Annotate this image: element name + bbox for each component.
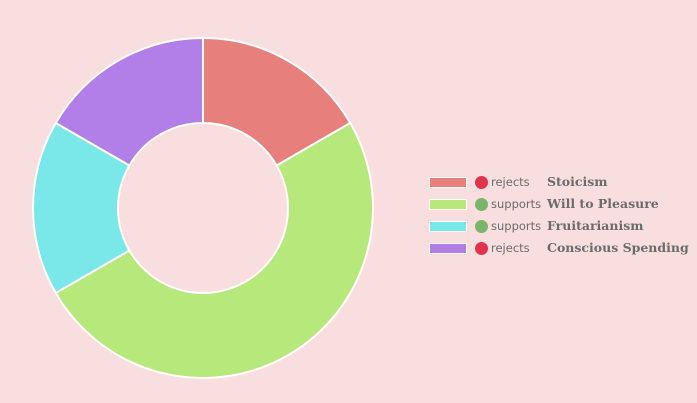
legend-item[interactable]: rejects Conscious Spending (429, 239, 695, 261)
legend-stance: supports (491, 219, 542, 233)
legend-swatch (429, 177, 467, 188)
donut-slice[interactable] (32, 121, 131, 295)
legend-swatch (429, 243, 467, 254)
legend-label: Conscious Spending (547, 240, 689, 255)
legend-swatch (429, 221, 467, 232)
chart-legend: rejects Stoicism supports Will to Pleasu… (429, 173, 695, 261)
legend-item[interactable]: supports Will to Pleasure (429, 195, 695, 217)
donut-slice[interactable] (54, 36, 204, 167)
legend-label: Stoicism (547, 174, 608, 189)
legend-stance: rejects (491, 175, 530, 189)
stance-dot-icon (475, 176, 488, 189)
stance-dot-icon (475, 198, 488, 211)
donut-slice[interactable] (202, 36, 352, 167)
legend-label: Fruitarianism (547, 218, 644, 233)
legend-label: Will to Pleasure (547, 196, 659, 211)
legend-stance: supports (491, 197, 542, 211)
legend-item[interactable]: rejects Stoicism (429, 173, 695, 195)
legend-swatch (429, 199, 467, 210)
donut-slices (32, 36, 374, 379)
legend-item[interactable]: supports Fruitarianism (429, 217, 695, 239)
legend-stance: rejects (491, 241, 530, 255)
stance-dot-icon (475, 220, 488, 233)
donut-slice[interactable] (54, 121, 374, 379)
stance-dot-icon (475, 242, 488, 255)
